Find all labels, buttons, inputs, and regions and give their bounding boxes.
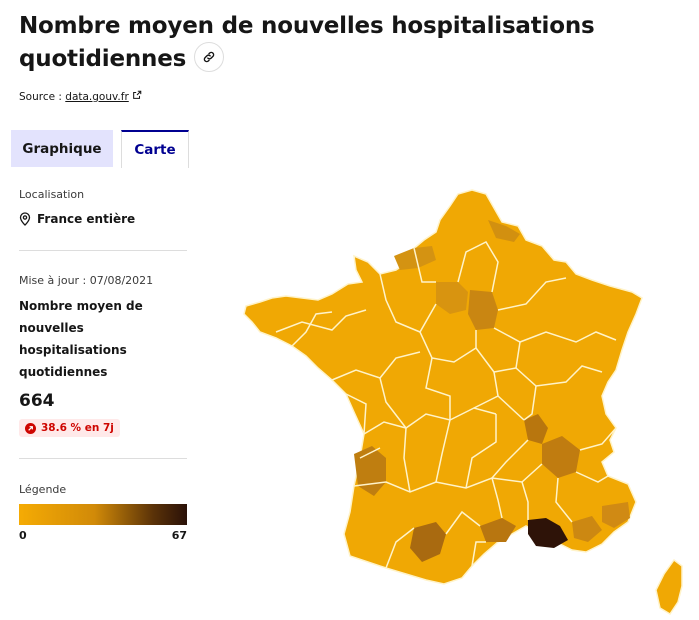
dept-isere[interactable] bbox=[542, 436, 580, 478]
indicator-value: 664 bbox=[19, 391, 55, 411]
dept-rhone[interactable] bbox=[524, 414, 548, 444]
corsica[interactable] bbox=[655, 558, 683, 616]
view-tabs: Graphique Carte bbox=[11, 130, 189, 168]
tab-carte[interactable]: Carte bbox=[121, 130, 189, 168]
arrow-up-right-icon bbox=[25, 422, 36, 434]
divider bbox=[19, 250, 187, 251]
legend-max: 67 bbox=[171, 528, 187, 542]
indicator-name: Nombre moyen de nouvelles hospitalisatio… bbox=[19, 299, 143, 379]
location-selector[interactable]: France entière bbox=[19, 212, 187, 226]
dept-nord[interactable] bbox=[488, 220, 520, 242]
external-link-icon bbox=[133, 90, 142, 99]
dept-seine-maritime[interactable] bbox=[394, 246, 436, 270]
location-pin-icon bbox=[19, 212, 31, 226]
link-icon bbox=[203, 51, 215, 62]
page-title-text: Nombre moyen de nouvelles hospitalisatio… bbox=[19, 13, 595, 72]
legend-label: Légende bbox=[19, 482, 67, 496]
dept-herault[interactable] bbox=[480, 518, 516, 542]
source-line: Source : data.gouv.fr bbox=[19, 90, 142, 103]
legend-min: 0 bbox=[19, 528, 27, 542]
tab-graphique[interactable]: Graphique bbox=[11, 130, 113, 167]
update-date: Mise à jour : 07/08/2021 bbox=[19, 274, 154, 287]
dept-bouches-du-rhone[interactable] bbox=[528, 518, 568, 548]
legend-gradient bbox=[19, 503, 187, 525]
mainland-france[interactable] bbox=[243, 189, 643, 585]
dept-haute-garonne[interactable] bbox=[410, 522, 446, 562]
dept-marne[interactable] bbox=[468, 290, 498, 330]
location-value: France entière bbox=[37, 212, 136, 226]
page-title: Nombre moyen de nouvelles hospitalisatio… bbox=[19, 10, 619, 76]
copy-link-button[interactable] bbox=[194, 41, 225, 72]
france-choropleth-map[interactable] bbox=[236, 182, 691, 620]
divider bbox=[19, 457, 187, 459]
dept-ile-de-france[interactable] bbox=[436, 282, 468, 314]
location-label: Localisation bbox=[19, 188, 85, 201]
source-prefix: Source : bbox=[19, 91, 66, 103]
trend-badge: 38.6 % en 7j bbox=[19, 419, 120, 437]
legend-scale: 0 67 bbox=[19, 529, 187, 542]
department-borders bbox=[275, 241, 617, 569]
trend-value: 38.6 % en 7j bbox=[41, 422, 114, 434]
source-link[interactable]: data.gouv.fr bbox=[65, 91, 129, 103]
indicator-sidebar: Localisation France entière Mise à jour … bbox=[19, 188, 187, 542]
dept-var[interactable] bbox=[572, 516, 602, 542]
dept-alpes-maritimes[interactable] bbox=[602, 502, 630, 528]
